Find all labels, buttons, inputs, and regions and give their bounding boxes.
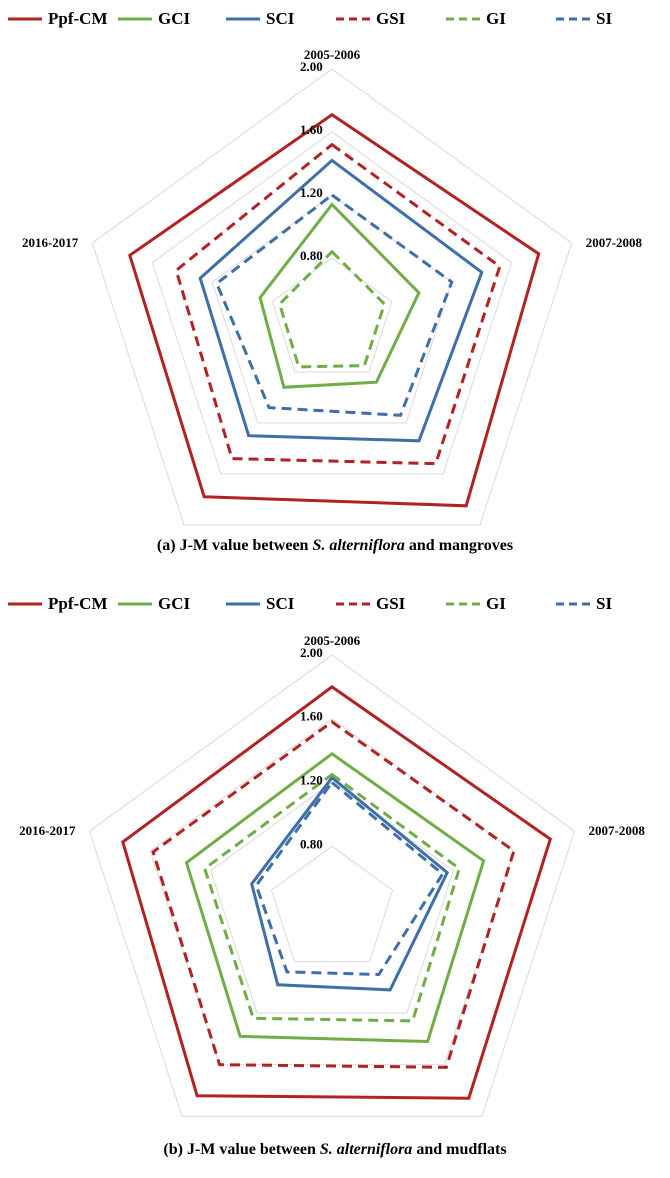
caption-b-suffix: and mudflats <box>412 1141 507 1158</box>
radar-a-series-0 <box>128 112 541 508</box>
legend-b: Ppf-CM GCI SCI GSI GI SI <box>0 591 670 617</box>
radar-b-axis-label-4: 2016-2017 <box>19 823 76 838</box>
caption-a-suffix: and mangroves <box>404 537 514 554</box>
radar-b-tick-3: 2.00 <box>300 645 323 660</box>
radar-a-axis-label-0: 2005-2006 <box>304 47 361 62</box>
caption-a: (a) J-M value between S. alterniflora an… <box>0 537 670 555</box>
radar-a-series-1 <box>258 202 421 389</box>
radar-a-tick-2: 1.60 <box>300 122 323 137</box>
legend-b-label-4: GI <box>486 594 506 613</box>
radar-a-axis-label-4: 2016-2017 <box>22 235 79 250</box>
radar-b-grid-ring-3 <box>88 654 576 1117</box>
radar-a-tick-1: 1.20 <box>300 185 323 200</box>
radar-a-grid-ring-3 <box>91 68 573 526</box>
radar-a-grid-ring-2 <box>151 131 513 475</box>
caption-b-species: S. alterniflora <box>319 1141 413 1158</box>
radar-b-grid-ring-1 <box>210 781 454 1014</box>
radar-b-axis-label-0: 2005-2006 <box>304 633 361 648</box>
legend-a-label-5: SI <box>596 9 613 28</box>
radar-a-axis-label-1: 2007-2008 <box>586 235 643 250</box>
radar-a-grid-ring-1 <box>211 194 453 424</box>
legend-b-swatches <box>8 602 590 606</box>
legend-a-label-3: GSI <box>376 9 406 28</box>
legend-a-label-4: GI <box>486 9 506 28</box>
radar-b-axis-label-2: 2010-2011 <box>486 1126 542 1127</box>
radar-b-series-4 <box>202 772 462 1023</box>
legend-a-swatches <box>8 17 590 21</box>
legend-a: Ppf-CM GCI SCI GSI GI SI <box>0 6 670 32</box>
radar-chart-a: 0.801.201.602.002005-20062007-20082010-2… <box>22 47 643 526</box>
radar-b-axis-label-1: 2007-2008 <box>589 823 646 838</box>
radar-a-tick-3: 2.00 <box>300 59 323 74</box>
radar-b-grid-ring-0 <box>270 845 394 963</box>
legend-a-label-1: GCI <box>158 9 191 28</box>
radar-b-series-2 <box>250 775 450 992</box>
radar-a-grid-ring-0 <box>271 257 393 373</box>
radar-b-series-3 <box>151 720 516 1069</box>
radar-b-tick-0: 0.80 <box>300 836 323 851</box>
legend-a-label-0: Ppf-CM <box>48 9 108 28</box>
caption-b-prefix: (b) J-M value between <box>163 1141 320 1158</box>
legend-b-label-0: Ppf-CM <box>48 594 108 613</box>
caption-a-prefix: (a) J-M value between <box>156 537 313 554</box>
radar-a-series-2 <box>198 158 484 443</box>
radar-a-tick-0: 0.80 <box>300 248 323 263</box>
radar-b-axis-label-3: 2013-2014 <box>122 1126 179 1127</box>
radar-a-series-3 <box>174 142 502 466</box>
legend-b-label-3: GSI <box>376 594 406 613</box>
legend-b-label-5: SI <box>596 594 613 613</box>
caption-b: (b) J-M value between S. alterniflora an… <box>0 1141 670 1159</box>
legend-b-label-1: GCI <box>158 594 191 613</box>
radar-b-series-1 <box>184 751 486 1044</box>
radar-b-series-0 <box>121 685 553 1100</box>
radar-b-tick-2: 1.60 <box>300 709 323 724</box>
radar-b-tick-1: 1.20 <box>300 773 323 788</box>
radar-a-series-4 <box>277 249 387 369</box>
legend-b-label-2: SCI <box>266 594 295 613</box>
legend-a-label-2: SCI <box>266 9 295 28</box>
caption-a-species: S. alterniflora <box>312 537 405 554</box>
radar-b-series-5 <box>254 780 445 977</box>
radar-a-series-5 <box>214 193 454 417</box>
